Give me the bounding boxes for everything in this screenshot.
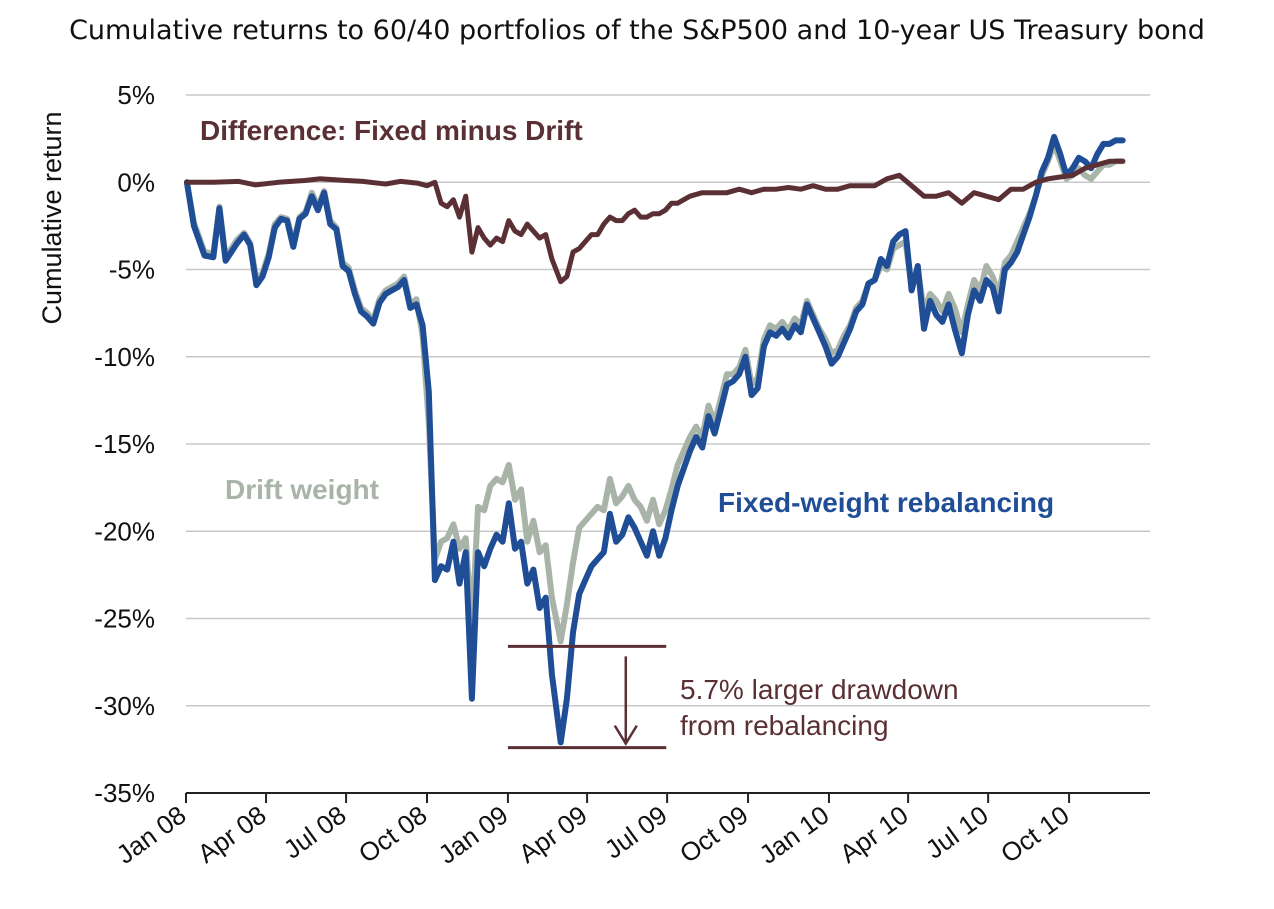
y-tick-label: -15% xyxy=(94,429,155,459)
chart-title: Cumulative returns to 60/40 portfolios o… xyxy=(69,15,1205,46)
x-tick-label: Apr 08 xyxy=(192,800,272,869)
gridlines xyxy=(186,94,1150,707)
series-label: Drift weight xyxy=(225,474,379,505)
y-tick-label: -25% xyxy=(94,604,155,634)
x-tick-label: Oct 09 xyxy=(674,800,754,869)
y-tick-label: 5% xyxy=(117,80,155,110)
x-tick-label: Apr 10 xyxy=(834,800,914,869)
annotation-text-line2: from rebalancing xyxy=(680,710,889,741)
x-tick-label: Jan 09 xyxy=(433,800,514,870)
x-tick-label: Oct 08 xyxy=(353,800,433,869)
y-tick-label: -20% xyxy=(94,516,155,546)
x-tick-label: Jul 10 xyxy=(920,800,994,865)
x-tick-label: Apr 09 xyxy=(513,800,593,869)
series-line xyxy=(183,133,1126,746)
x-tick-label: Oct 10 xyxy=(995,800,1075,869)
y-tick-label: -10% xyxy=(94,342,155,372)
series-labels: Fixed-weight rebalancing Drift weight Diff… xyxy=(200,115,1054,518)
series-label: Difference: Fixed minus Drift xyxy=(200,115,583,146)
y-tick-label: -35% xyxy=(94,778,155,808)
series-lines xyxy=(183,133,1126,746)
x-tick-label: Jul 08 xyxy=(278,800,352,865)
annotation-text-line1: 5.7% larger drawdown xyxy=(680,674,959,705)
x-tick-label: Jul 09 xyxy=(599,800,673,865)
y-tick-label: 0% xyxy=(117,167,155,197)
y-tick-label: -5% xyxy=(109,255,155,285)
series-label: Fixed-weight rebalancing xyxy=(718,487,1054,518)
y-tick-label: -30% xyxy=(94,691,155,721)
drawdown-annotation: 5.7% larger drawdown from rebalancing xyxy=(507,644,959,750)
annotation-arrow-head xyxy=(613,724,638,747)
x-tick-label: Jan 08 xyxy=(111,800,192,870)
series-line xyxy=(184,158,1126,285)
y-axis-label: Cumulative return xyxy=(37,111,67,324)
x-tick-label: Jan 10 xyxy=(754,800,835,870)
